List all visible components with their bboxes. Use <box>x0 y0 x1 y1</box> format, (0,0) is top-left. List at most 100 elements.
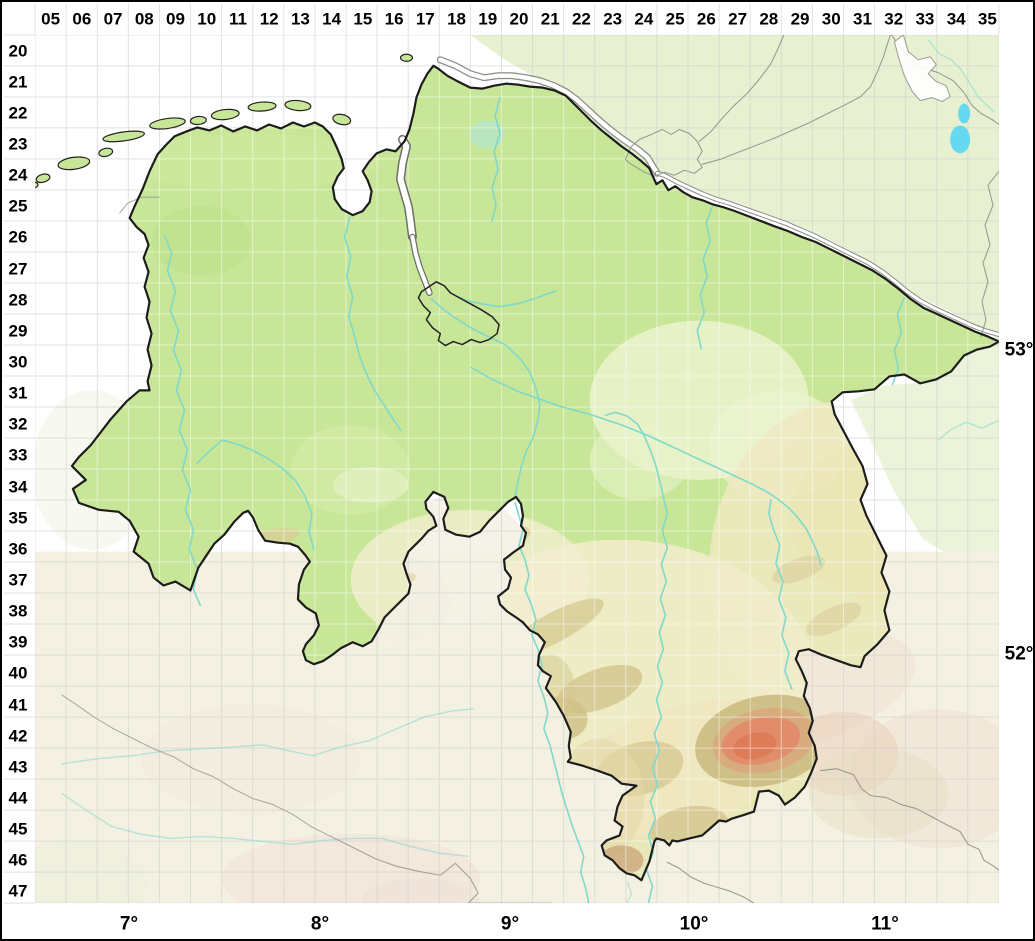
grid-row-label: 28 <box>8 290 28 310</box>
grid-row-label: 43 <box>8 757 28 777</box>
grid-row-label: 40 <box>8 663 28 683</box>
grid-row-label: 46 <box>8 850 28 870</box>
grid-row-label: 37 <box>8 570 28 590</box>
grid-column-label: 32 <box>884 9 904 29</box>
grid-row-label: 22 <box>8 103 28 123</box>
grid-row-label: 20 <box>8 41 28 61</box>
grid-column-label: 22 <box>571 9 591 29</box>
grid-column-label: 10 <box>197 9 217 29</box>
grid-column-label: 06 <box>72 9 92 29</box>
grid-column-label: 23 <box>603 9 623 29</box>
nrw-hesse-border <box>330 835 553 904</box>
grid-row-label: 35 <box>8 508 28 528</box>
bremen-enclave-border <box>417 281 500 347</box>
grid-column-label: 35 <box>977 9 997 29</box>
grid-column-label: 09 <box>166 9 185 29</box>
grid-column-label: 18 <box>447 9 467 29</box>
grid-row-label: 31 <box>8 383 28 403</box>
elbe-river-band <box>436 56 999 338</box>
grid-row-label: 34 <box>8 477 28 497</box>
river-hunte <box>343 216 402 431</box>
island-wangerooge <box>284 99 312 112</box>
grid-row-label: 33 <box>8 445 28 465</box>
river-weser-middle <box>430 297 541 498</box>
grid-column-label: 26 <box>696 9 716 29</box>
island-neuwerk <box>399 53 414 62</box>
river-hase <box>196 439 315 551</box>
grid-column-label: 28 <box>759 9 779 29</box>
grid-row-label: 21 <box>8 72 28 92</box>
grid-column-label: 20 <box>509 9 529 29</box>
grid-column-label: 05 <box>41 9 61 29</box>
river-ilmenau <box>696 206 713 350</box>
grid-column-label: 08 <box>134 9 154 29</box>
river-aller <box>470 366 822 566</box>
grid-row-label: 47 <box>8 881 28 901</box>
river-weser-south <box>514 502 590 904</box>
grid-column-label: 24 <box>634 9 654 29</box>
hesse-thuringia-border <box>666 861 755 904</box>
east-frisian-islands <box>35 53 414 189</box>
rivers-inside <box>163 96 906 904</box>
grid-column-label: 30 <box>821 9 841 29</box>
top-band <box>2 2 1033 35</box>
grid-row-label: 36 <box>8 539 28 559</box>
bottom-band <box>2 903 1033 939</box>
grid-column-label: 15 <box>353 9 373 29</box>
grid-column-label: 12 <box>259 9 279 29</box>
longitude-label: 9° <box>500 913 520 935</box>
river-oker <box>768 499 793 690</box>
grid-column-label: 16 <box>384 9 404 29</box>
grid-row-label: 23 <box>8 134 28 154</box>
grid-lines-band-stubs <box>4 3 1000 904</box>
grid-row-label: 25 <box>8 196 28 216</box>
island-norderney <box>149 117 186 130</box>
grid-row-label: 39 <box>8 632 28 652</box>
grid-row-label: 45 <box>8 819 28 839</box>
river-ems <box>163 235 202 607</box>
grid-column-label: 14 <box>322 9 342 29</box>
weser-estuary-band <box>396 134 433 296</box>
grid-row-label: 41 <box>8 695 28 715</box>
grid-row-label: 26 <box>8 227 28 247</box>
grid-column-label: 13 <box>290 9 310 29</box>
river-wuemme <box>457 289 557 308</box>
lower-saxony-state-boundary <box>70 64 999 882</box>
grid-row-label: 42 <box>8 726 28 746</box>
island-spiekeroog <box>247 101 277 112</box>
longitude-label: 10° <box>679 913 709 935</box>
left-band <box>2 2 36 939</box>
grid-row-label: 38 <box>8 601 28 621</box>
grid-column-label: 29 <box>790 9 810 29</box>
rivers-outside <box>61 39 999 904</box>
grid-column-label: 19 <box>478 9 498 29</box>
island-langeoog <box>210 108 240 121</box>
grid-column-label: 33 <box>915 9 935 29</box>
grid-row-label: 24 <box>8 165 28 185</box>
river-leine <box>604 411 669 904</box>
river-oste <box>491 96 501 222</box>
island-juist <box>102 130 145 143</box>
latitude-label: 52° <box>1004 643 1034 665</box>
grid-column-label: 25 <box>665 9 685 29</box>
thuringia-saxony-anhalt-border <box>820 768 999 871</box>
grid-column-label: 27 <box>728 9 748 29</box>
grid-row-label: 27 <box>8 259 28 279</box>
longitude-label: 8° <box>310 913 330 935</box>
river-jeetzel <box>891 296 906 386</box>
neighbor-state-borders <box>61 34 999 904</box>
grid-column-label: 34 <box>946 9 966 29</box>
grid-row-label: 32 <box>8 414 28 434</box>
longitude-label: 11° <box>871 913 899 935</box>
grid-column-label: 07 <box>103 9 123 29</box>
grid-column-label: 11 <box>228 9 247 29</box>
grid-row-label: 29 <box>8 321 28 341</box>
grid-row-label: 44 <box>8 788 28 808</box>
right-band <box>998 2 1033 939</box>
hamburg-border <box>624 128 703 177</box>
grid-column-label: 31 <box>853 9 872 29</box>
latitude-label: 53° <box>1004 339 1034 361</box>
